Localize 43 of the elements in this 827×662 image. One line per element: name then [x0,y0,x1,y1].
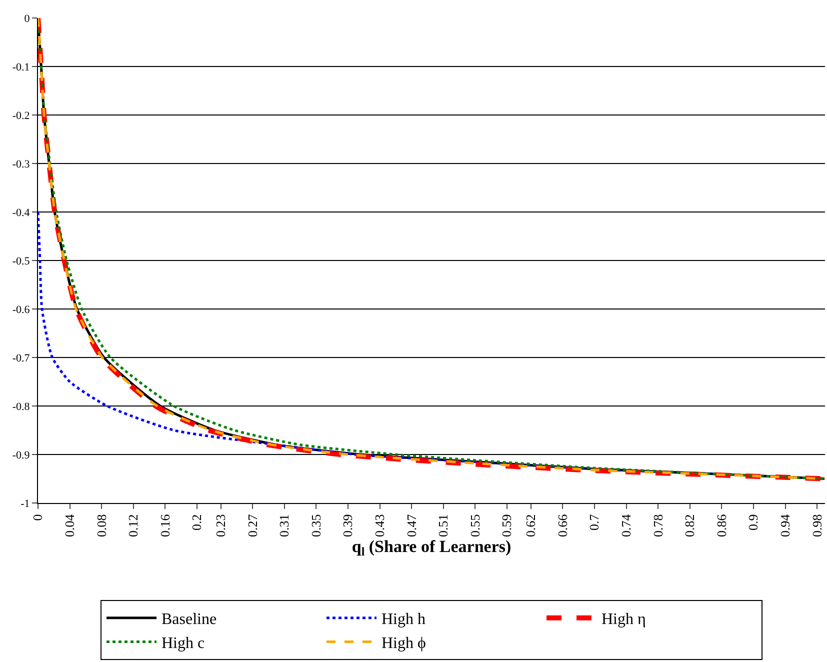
legend-label: High η [602,611,646,628]
x-tick-label: 0.62 [523,514,538,537]
x-tick-label: 0.59 [499,514,514,537]
x-tick-label: 0.12 [126,514,141,537]
y-tick-label: -0.1 [12,61,30,74]
y-tick-label: -1 [20,498,30,510]
x-tick-label: 0.51 [436,514,451,537]
legend-label: High ϕ [382,634,426,652]
x-tick-label: 0.08 [94,514,109,537]
x-tick-label: 0.47 [404,514,419,537]
y-tick-label: -0.4 [12,206,30,219]
x-tick-label: 0.74 [618,514,634,537]
x-tick-label: 0 [30,514,46,521]
y-tick-label: -0.6 [12,304,30,316]
x-axis-title: q$_{l}$ (Share of Learners) [352,536,512,559]
x-tick-label: 0.86 [714,514,729,537]
x-tick-label: 0.35 [308,514,324,537]
x-tick-label: 0.55 [467,514,482,537]
x-tick-label: 0.2 [189,514,204,530]
x-tick-label: 0.31 [276,514,292,537]
x-tick-label: 0.16 [157,514,172,537]
x-tick-label: 0.39 [340,514,356,537]
x-tick-label: 0.66 [554,514,570,537]
x-tick-label: 0.78 [650,514,666,537]
x-tick-label: 0.23 [213,514,228,537]
y-tick-label: -0.9 [12,449,30,462]
y-tick-label: -0.2 [12,110,30,122]
x-tick-label: 0.98 [809,514,824,537]
x-tick-label: 0.27 [244,514,260,537]
legend-label: High h [382,611,426,628]
x-tick-label: 0.7 [586,514,602,530]
legend-label: Baseline [162,611,217,628]
x-tick-label: 0.82 [682,514,698,537]
x-tick-label: 0.04 [62,514,78,537]
legend-label: High c [162,634,205,652]
y-tick-label: -0.5 [12,255,30,268]
x-tick-label: 0.9 [746,514,761,530]
y-tick-label: -0.3 [12,158,30,170]
x-tick-label: 0.43 [372,514,388,537]
y-tick-label: -0.8 [12,400,30,413]
x-tick-label: 0.94 [777,514,792,537]
y-tick-label: 0 [24,12,30,25]
y-tick-label: -0.7 [12,352,30,364]
